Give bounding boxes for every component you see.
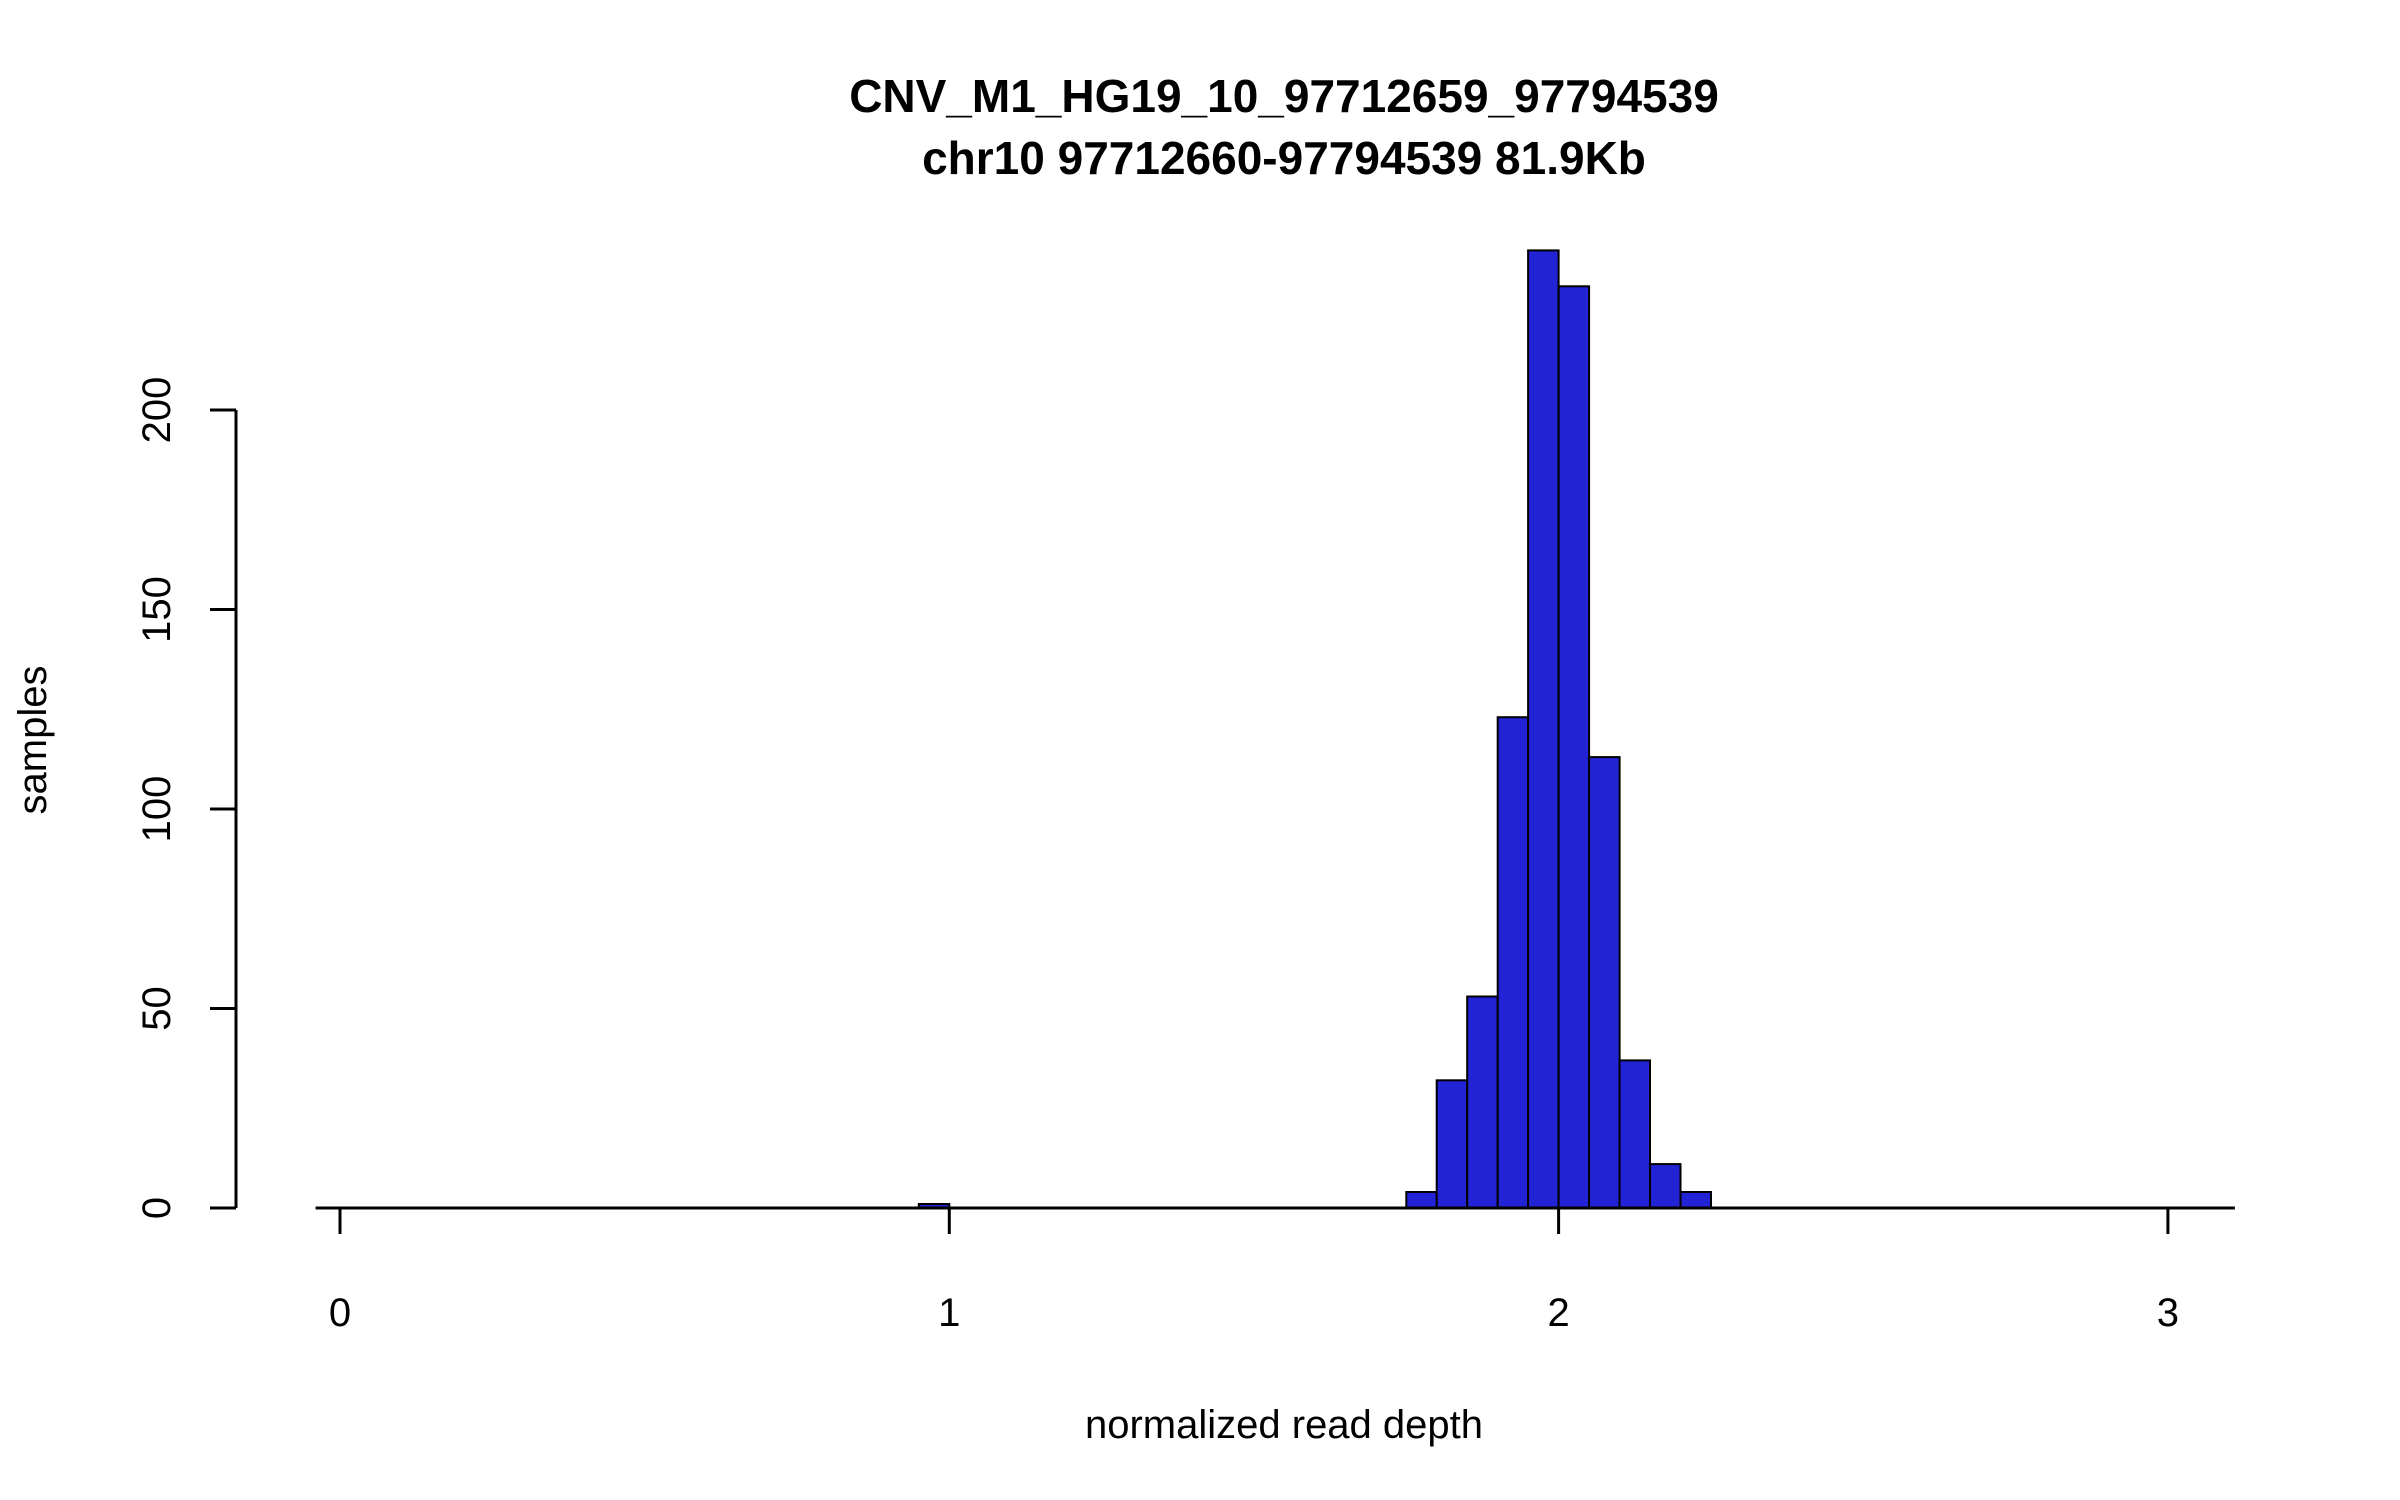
y-tick-label: 0	[135, 1197, 179, 1219]
y-axis-label: samples	[11, 666, 55, 815]
y-tick-label: 100	[135, 776, 179, 843]
y-tick-label: 150	[135, 576, 179, 643]
x-tick-label: 2	[1547, 1291, 1569, 1335]
histogram-bar	[1405, 1191, 1438, 1209]
axes-group: 0 1 2 3 0 50 100 150 200	[135, 377, 2235, 1335]
x-tick-label: 0	[329, 1291, 351, 1335]
y-tick-label: 200	[135, 377, 179, 444]
y-tick-label: 50	[135, 986, 179, 1031]
histogram-bar	[1496, 716, 1530, 1209]
x-tick-label: 1	[938, 1291, 960, 1335]
histogram-bar	[1588, 756, 1621, 1209]
x-tick-label: 3	[2157, 1291, 2179, 1335]
chart-title: CNV_M1_HG19_10_97712659_97794539	[849, 70, 1719, 122]
histogram-bar	[1435, 1079, 1469, 1210]
bars-group	[917, 249, 1712, 1210]
histogram-bar	[1557, 285, 1591, 1209]
histogram-bar	[1618, 1059, 1651, 1210]
histogram-bar	[1466, 995, 1499, 1209]
chart-subtitle: chr10 97712660-97794539 81.9Kb	[922, 132, 1646, 184]
x-axis-label: normalized read depth	[1085, 1403, 1483, 1447]
histogram-bar	[1527, 249, 1560, 1209]
histogram-bar	[1649, 1163, 1682, 1209]
histogram-bar	[1679, 1191, 1712, 1209]
